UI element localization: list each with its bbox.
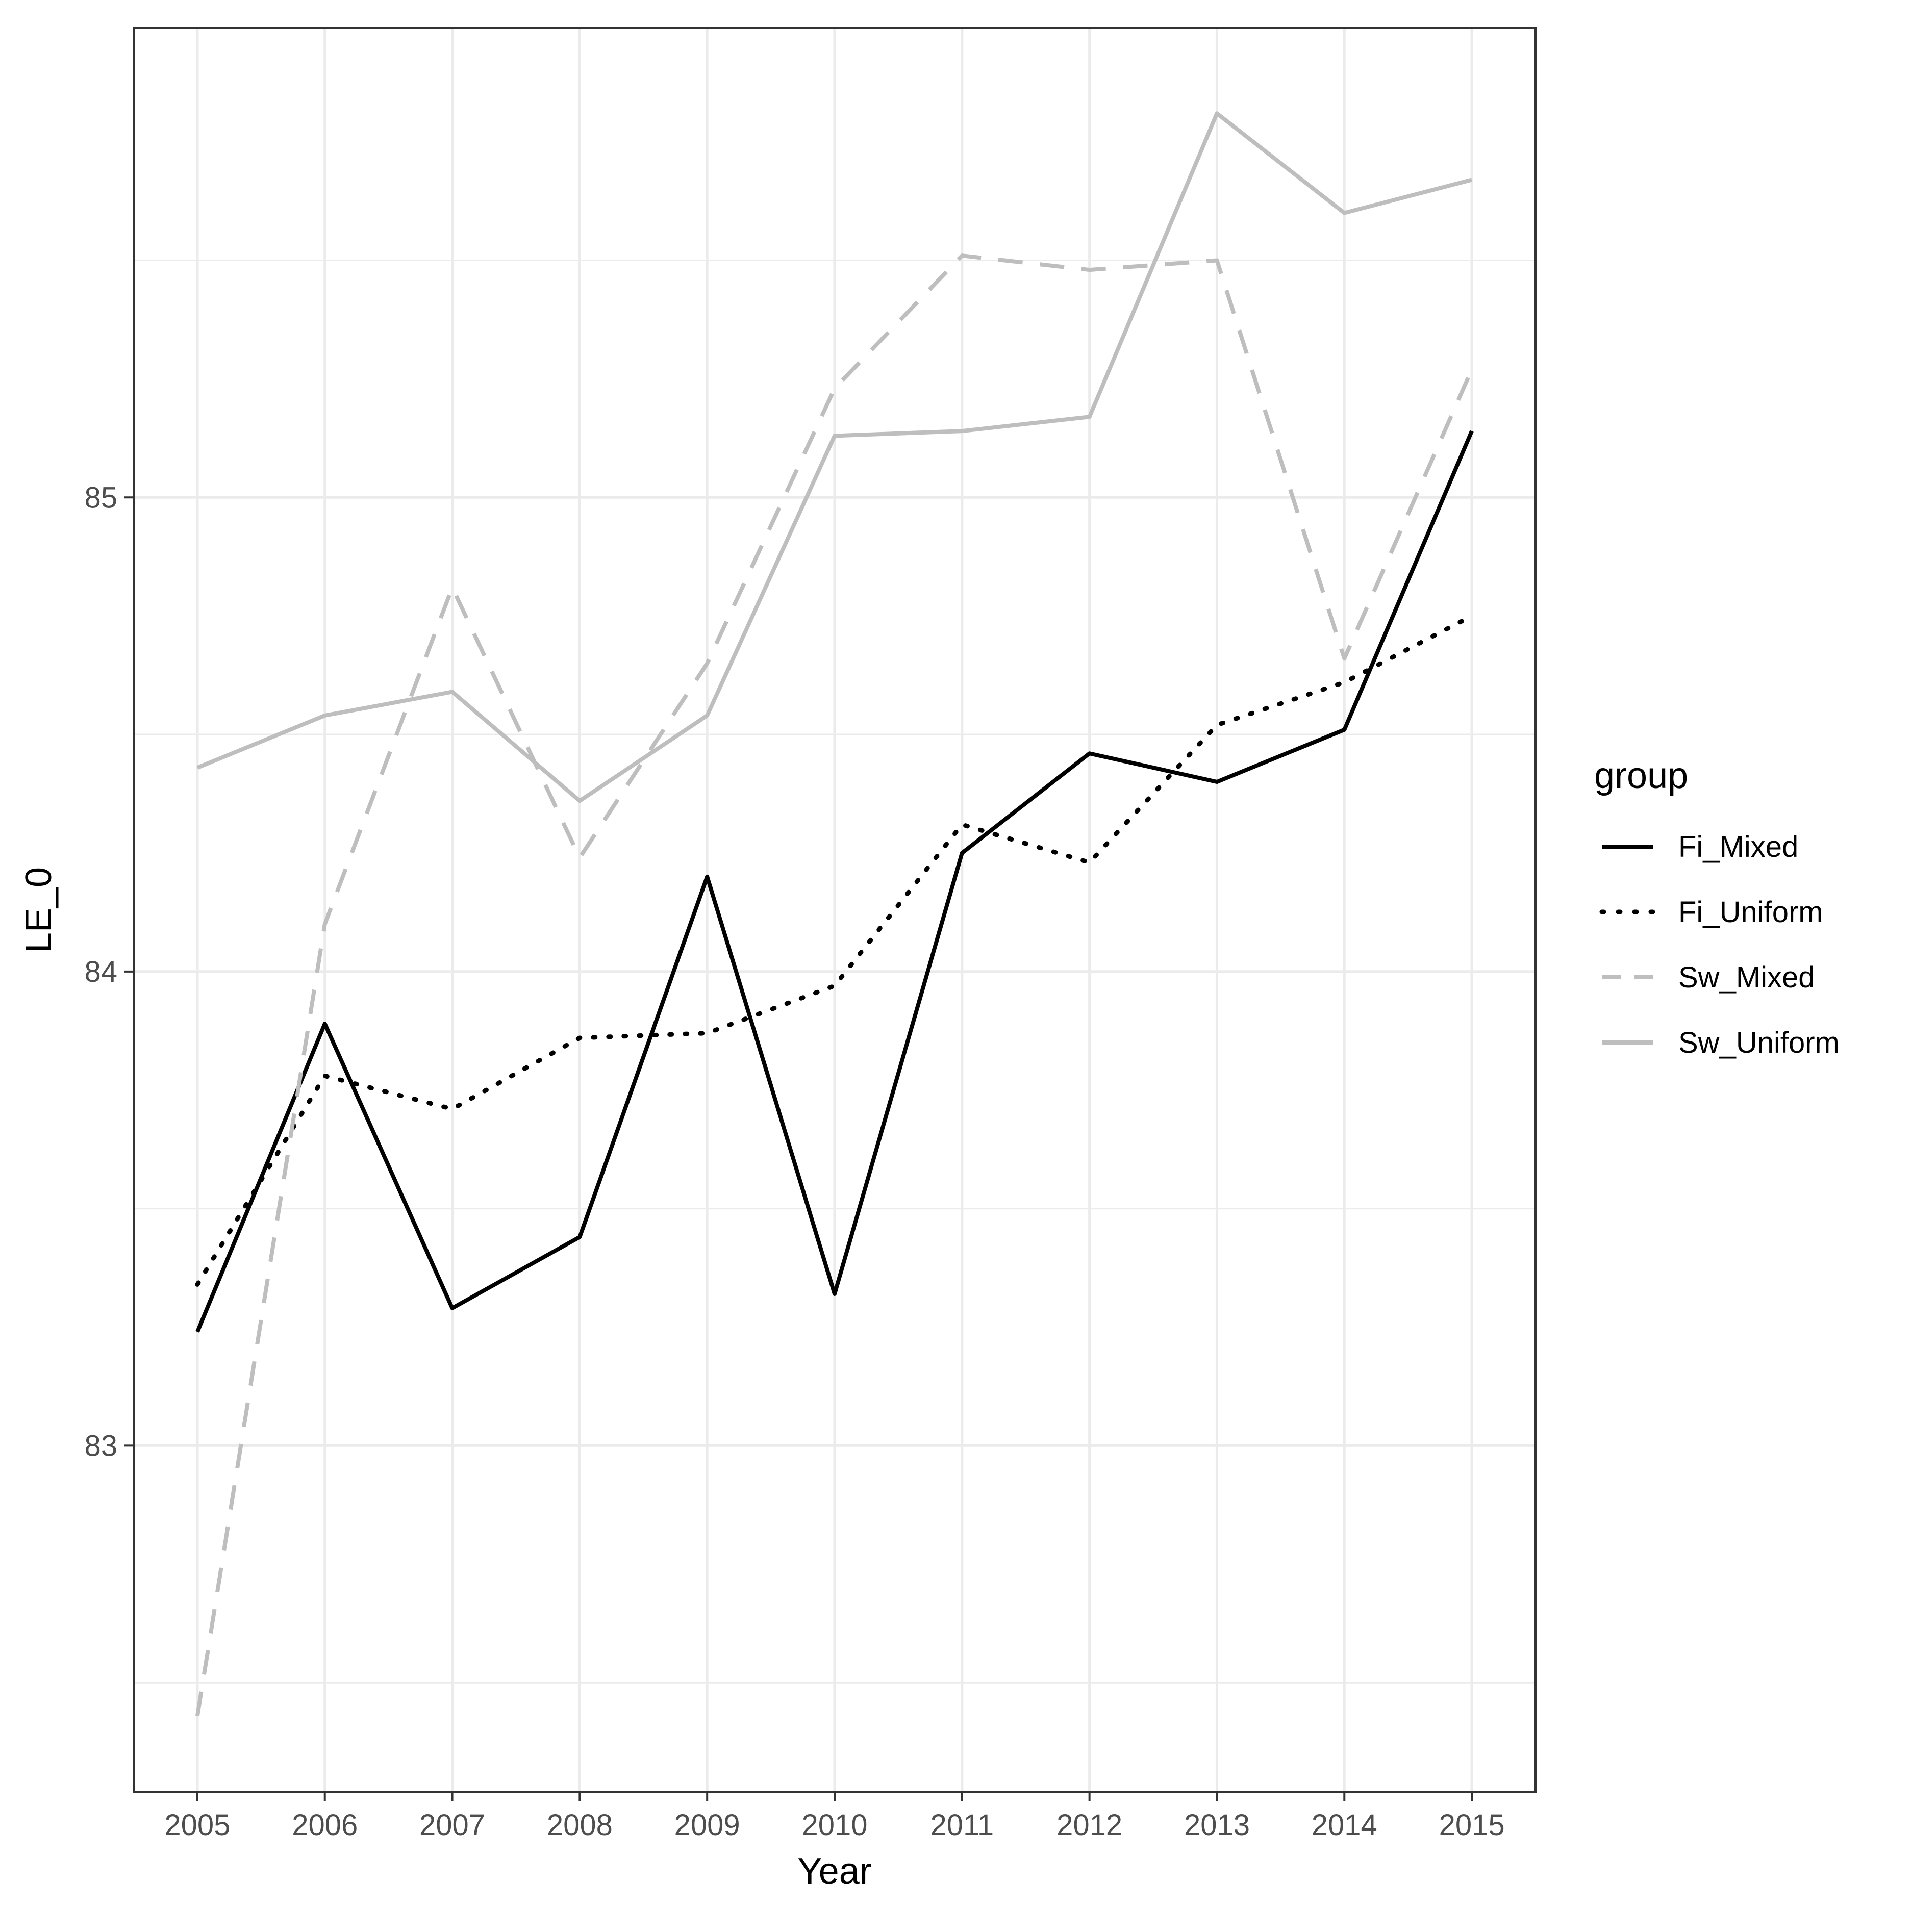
legend-label-Fi_Mixed: Fi_Mixed (1678, 830, 1798, 863)
x-axis: 2005 2006 2007 2008 2009 2010 2011 2012 2013 2014… (164, 1792, 1505, 1842)
y-tick-label: 84 (84, 955, 117, 988)
x-axis-title: Year (797, 1851, 871, 1892)
major-gridlines (134, 28, 1536, 1792)
legend-label-Sw_Uniform: Sw_Uniform (1678, 1026, 1840, 1059)
legend-label-Fi_Uniform: Fi_Uniform (1678, 896, 1823, 929)
y-tick-label: 83 (84, 1429, 117, 1462)
x-tick-label: 2007 (419, 1809, 485, 1842)
legend: group Fi_Mixed Fi_Uniform Sw_Mixed Sw_Unifo… (1594, 755, 1840, 1059)
x-tick-label: 2013 (1184, 1809, 1250, 1842)
x-tick-label: 2006 (292, 1809, 358, 1842)
x-tick-label: 2015 (1439, 1809, 1505, 1842)
y-axis-title: LE_0 (18, 867, 59, 953)
x-tick-label: 2005 (164, 1809, 230, 1842)
x-tick-label: 2012 (1056, 1809, 1122, 1842)
x-tick-label: 2011 (930, 1809, 994, 1842)
x-tick-label: 2014 (1312, 1809, 1377, 1842)
x-tick-label: 2010 (801, 1809, 867, 1842)
x-tick-label: 2008 (547, 1809, 613, 1842)
legend-label-Sw_Mixed: Sw_Mixed (1678, 961, 1815, 994)
series-line-Sw_Uniform (196, 111, 1473, 803)
series-lines (195, 111, 1474, 1716)
y-axis: 83 84 85 (84, 481, 134, 1462)
x-tick-label: 2009 (674, 1809, 740, 1842)
series-line-Fi_Mixed (195, 430, 1474, 1333)
y-tick-label: 85 (84, 481, 117, 514)
series-line-Sw_Mixed (195, 253, 1474, 1716)
legend-title: group (1594, 755, 1688, 796)
